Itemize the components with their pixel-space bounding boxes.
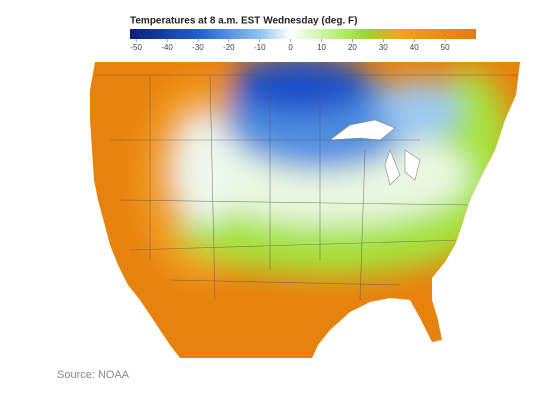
color-bar-label: -40 xyxy=(161,43,173,52)
color-bar-label: 40 xyxy=(410,43,419,52)
source-note: Source: NOAA xyxy=(57,369,130,381)
color-bar-label: 10 xyxy=(317,43,326,52)
color-bar-label: 20 xyxy=(348,43,357,52)
color-bar-label: 30 xyxy=(379,43,388,52)
temperature-map xyxy=(90,62,520,358)
legend-title: Temperatures at 8 a.m. EST Wednesday (de… xyxy=(130,16,357,27)
color-bar-label: -30 xyxy=(192,43,204,52)
color-bar-label: 50 xyxy=(441,43,450,52)
color-bar-label: -20 xyxy=(223,43,235,52)
color-bar-label: -50 xyxy=(130,43,142,52)
color-bar-label: 0 xyxy=(288,43,293,52)
color-bar xyxy=(130,29,476,39)
color-bar-label: -10 xyxy=(254,43,266,52)
